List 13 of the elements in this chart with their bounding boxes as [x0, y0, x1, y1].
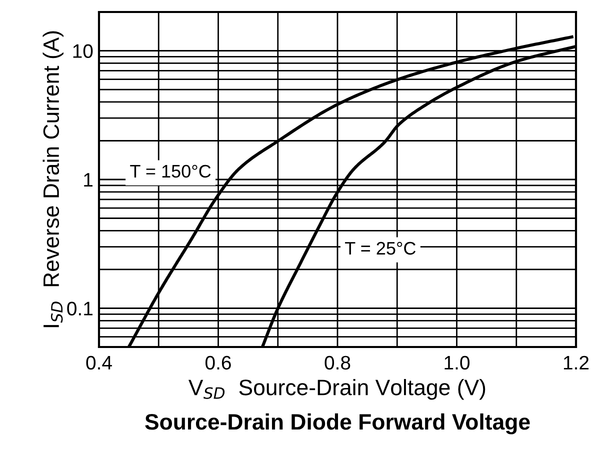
text: Source-Drain Diode Forward Voltage: [145, 413, 530, 434]
y-axis-title: I$_{SD}$ Reverse Drain Current (A): [42, 31, 64, 328]
x-tick-label: 0.8: [324, 356, 350, 370]
y-tick-label: 1: [84, 173, 92, 187]
x-tick-label: 1.2: [564, 356, 589, 370]
series-label: T = 25°C: [345, 242, 416, 255]
series-label: T = 150°C: [130, 164, 211, 178]
x-tick-label: 0.6: [205, 356, 231, 370]
x-axis-title: V$_{SD}$ Source-Drain Voltage (V): [188, 379, 486, 400]
y-tick-label: 0.1: [67, 302, 92, 316]
x-tick-label: 1.0: [444, 356, 470, 370]
x-tick-label: 0.4: [86, 356, 112, 370]
y-tick-label: 10: [73, 44, 93, 58]
